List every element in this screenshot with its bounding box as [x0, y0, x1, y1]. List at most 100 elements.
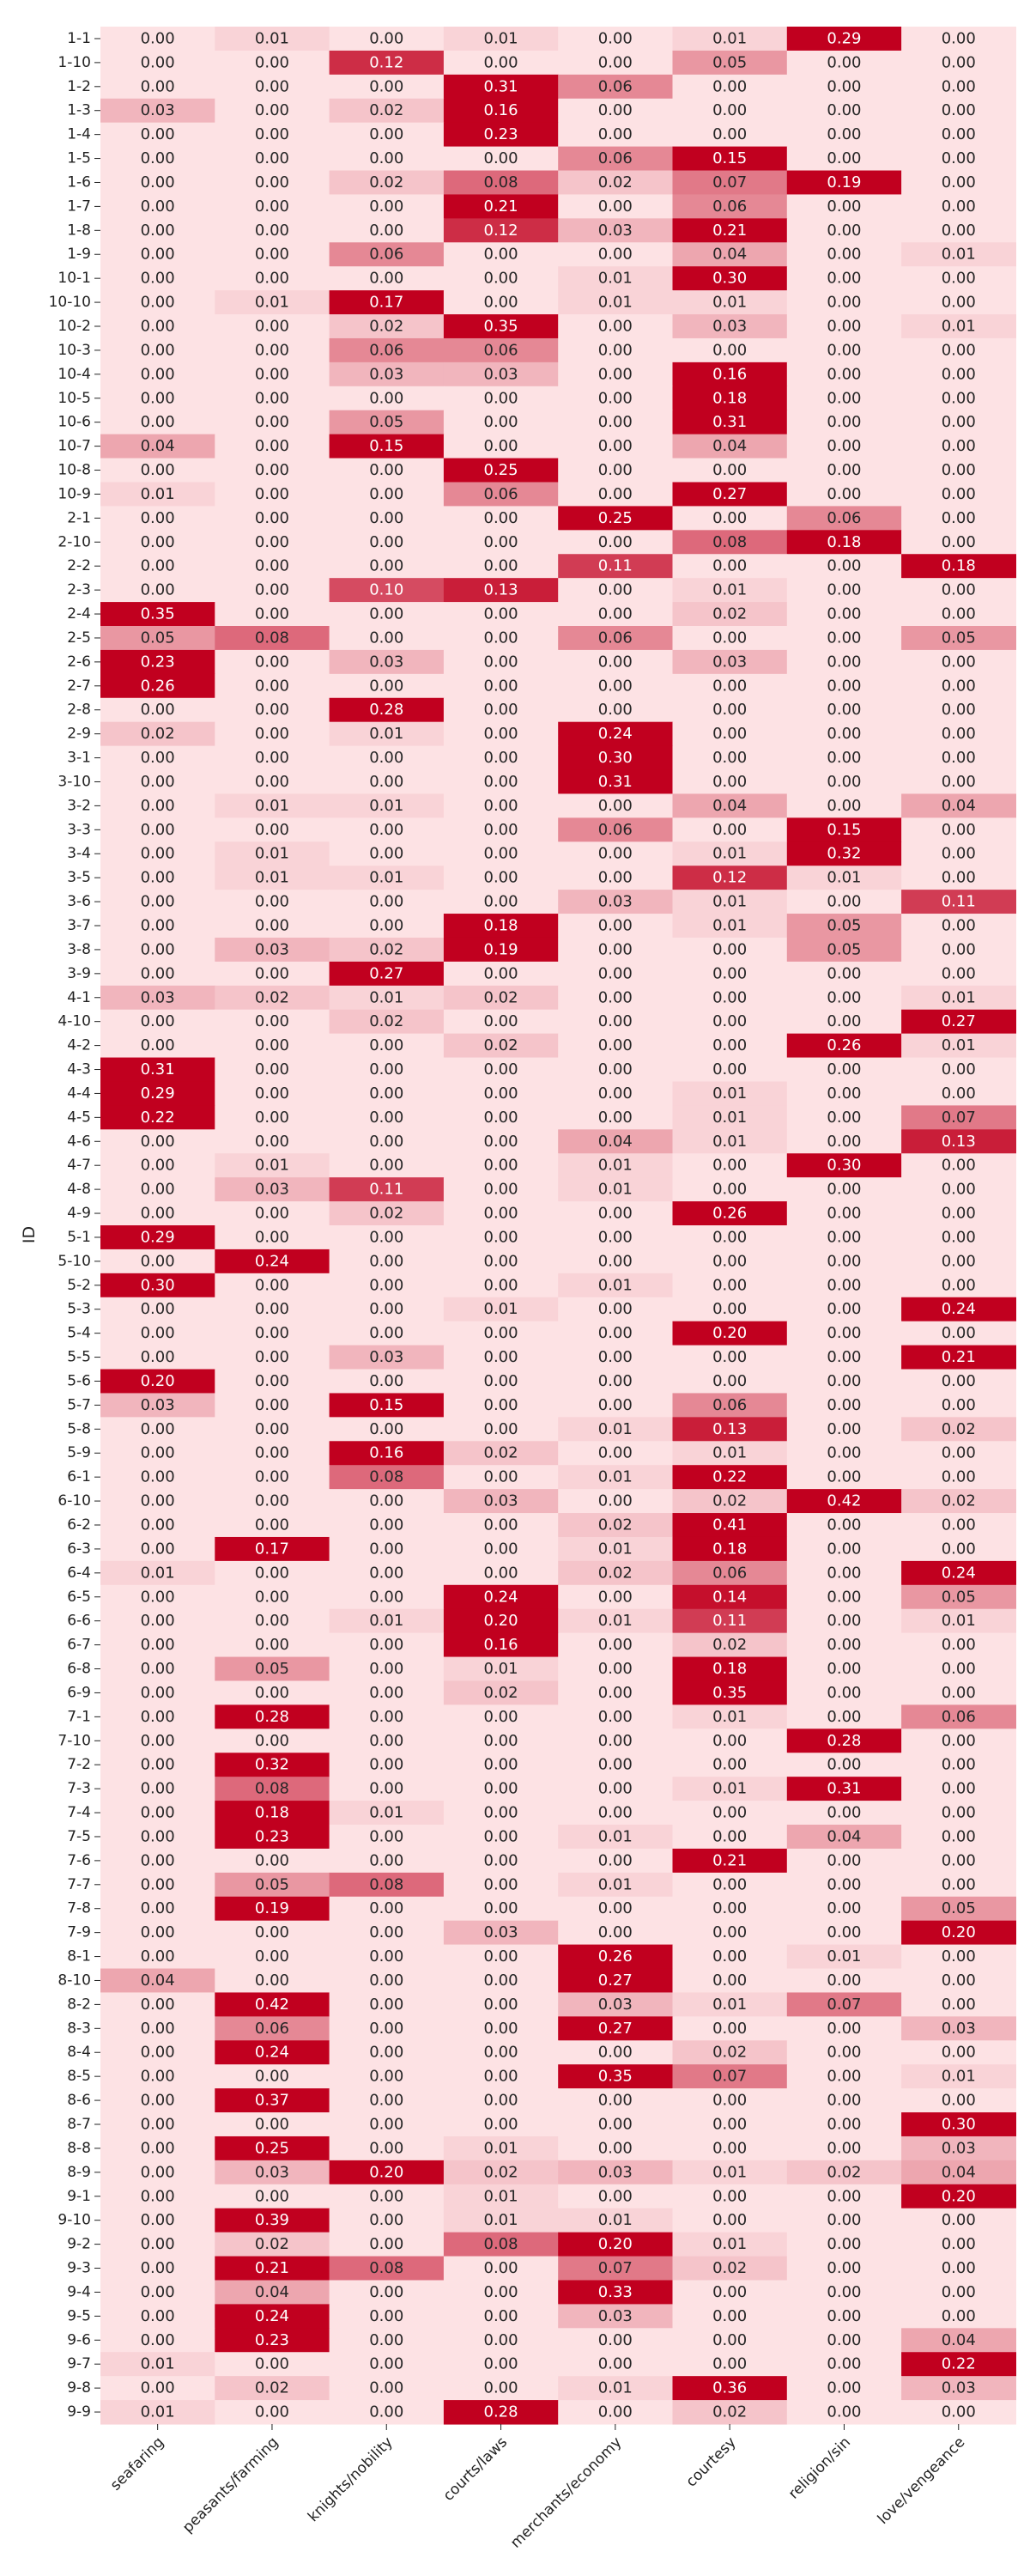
heatmap-cell — [100, 1249, 215, 1274]
heatmap-cell — [215, 1153, 330, 1178]
heatmap-cell — [329, 1825, 445, 1850]
heatmap-cell — [215, 1560, 330, 1586]
heatmap-cell — [672, 721, 788, 747]
heatmap-cell-value: 0.00 — [141, 1875, 175, 1893]
heatmap-cell — [329, 2184, 445, 2209]
y-tick-label: 8-5 — [67, 2068, 91, 2085]
heatmap-cell-value: 0.00 — [827, 2020, 861, 2038]
heatmap-cell — [786, 410, 902, 435]
heatmap-cell-value: 0.01 — [827, 1947, 861, 1965]
heatmap-cell-value: 0.00 — [369, 2187, 403, 2205]
heatmap-cell-value: 0.00 — [369, 485, 403, 503]
heatmap-cell — [558, 914, 674, 939]
heatmap-cell-value: 0.00 — [484, 773, 518, 791]
heatmap-cell-value: 0.00 — [598, 797, 633, 815]
heatmap-cell-value: 0.00 — [141, 318, 175, 336]
heatmap-cell-value: 0.00 — [484, 1181, 518, 1199]
heatmap-cell — [443, 1560, 559, 1586]
heatmap-cell — [786, 1728, 902, 1753]
heatmap-cell — [215, 1920, 330, 1946]
heatmap-cell — [786, 266, 902, 291]
heatmap-cell — [443, 2208, 559, 2233]
heatmap-cell-value: 0.00 — [141, 893, 175, 911]
y-tick-label: 4-4 — [67, 1084, 91, 1102]
heatmap-cell-value: 0.00 — [255, 1348, 289, 1366]
heatmap-cell-value: 0.21 — [255, 2259, 289, 2277]
heatmap-cell — [329, 1105, 445, 1130]
heatmap-cell-value: 0.00 — [141, 557, 175, 575]
heatmap-cell — [215, 1081, 330, 1106]
y-tick-label: 10-3 — [58, 342, 91, 359]
heatmap-cell — [329, 1920, 445, 1946]
heatmap-cell-value: 0.00 — [141, 365, 175, 383]
y-tick-label: 3-2 — [67, 797, 91, 814]
heatmap-cell-value: 0.00 — [827, 1012, 861, 1030]
heatmap-cell — [100, 1417, 215, 1442]
heatmap-cell — [443, 2112, 559, 2137]
heatmap-cell — [558, 745, 674, 771]
heatmap-cell-value: 0.05 — [141, 629, 175, 647]
heatmap-cell — [100, 2328, 215, 2353]
heatmap-cell — [672, 578, 788, 603]
heatmap-cell — [329, 1297, 445, 1322]
heatmap-cell — [100, 2088, 215, 2113]
heatmap-cell-value: 0.00 — [484, 605, 518, 623]
heatmap-cell — [901, 2280, 1016, 2305]
heatmap-cell — [100, 2184, 215, 2209]
heatmap-cell-value: 0.00 — [484, 533, 518, 551]
heatmap-cell-value: 0.00 — [827, 125, 861, 143]
heatmap-cell — [329, 745, 445, 771]
heatmap-cell-value: 0.22 — [942, 2355, 976, 2373]
heatmap-cell — [100, 2112, 215, 2137]
y-tick-label: 7-10 — [58, 1732, 91, 1749]
heatmap-cell — [443, 1513, 559, 1538]
heatmap-cell-value: 0.00 — [598, 318, 633, 336]
heatmap-cell-value: 0.00 — [942, 1372, 976, 1390]
heatmap-cell — [215, 1441, 330, 1466]
heatmap-cell-value: 0.01 — [712, 581, 747, 599]
y-tick-label: 10-10 — [49, 294, 91, 311]
heatmap-cell-value: 0.00 — [942, 2211, 976, 2229]
y-tick-label: 1-8 — [67, 222, 91, 239]
y-tick-label: 1-4 — [67, 126, 91, 143]
heatmap-cell-value: 0.00 — [942, 1827, 976, 1845]
heatmap-cell-value: 0.00 — [942, 413, 976, 431]
heatmap-cell — [558, 1033, 674, 1059]
heatmap-cell — [672, 2352, 788, 2377]
heatmap-cell — [901, 2232, 1016, 2257]
heatmap-cell — [329, 1417, 445, 1442]
heatmap-cell — [558, 602, 674, 627]
heatmap-cell — [786, 1297, 902, 1322]
heatmap-cell — [100, 1129, 215, 1154]
heatmap-cell-value: 0.00 — [484, 1732, 518, 1750]
heatmap-cell-value: 0.00 — [942, 1851, 976, 1869]
heatmap-cell-value: 0.00 — [484, 2379, 518, 2397]
heatmap-cell — [329, 578, 445, 603]
heatmap-cell — [443, 721, 559, 747]
heatmap-cell — [672, 602, 788, 627]
heatmap-cell — [901, 578, 1016, 603]
heatmap-cell — [215, 1825, 330, 1850]
heatmap-cell-value: 0.02 — [942, 1420, 976, 1438]
heatmap-cell-value: 0.07 — [827, 1996, 861, 2014]
heatmap-cell — [215, 1273, 330, 1298]
heatmap-cell-value: 0.00 — [369, 2020, 403, 2038]
heatmap-cell-value: 0.00 — [255, 485, 289, 503]
y-tick-label: 4-1 — [67, 989, 91, 1006]
heatmap-cell — [443, 1081, 559, 1106]
heatmap-cell — [215, 937, 330, 963]
heatmap-cell-value: 0.00 — [484, 1060, 518, 1078]
heatmap-cell — [329, 2328, 445, 2353]
heatmap-cell — [443, 649, 559, 675]
heatmap-cell — [901, 769, 1016, 795]
heatmap-cell-value: 0.00 — [712, 2283, 747, 2301]
heatmap-cell-value: 0.00 — [942, 2283, 976, 2301]
heatmap-cell — [329, 2064, 445, 2089]
heatmap-cell — [215, 1225, 330, 1250]
y-tick-label: 8-2 — [67, 1996, 91, 2013]
heatmap-cell-value: 0.01 — [942, 2068, 976, 2086]
heatmap-cell — [100, 1177, 215, 1202]
heatmap-cell-value: 0.00 — [942, 964, 976, 982]
heatmap-cell — [901, 27, 1016, 52]
heatmap-cell — [215, 2160, 330, 2185]
